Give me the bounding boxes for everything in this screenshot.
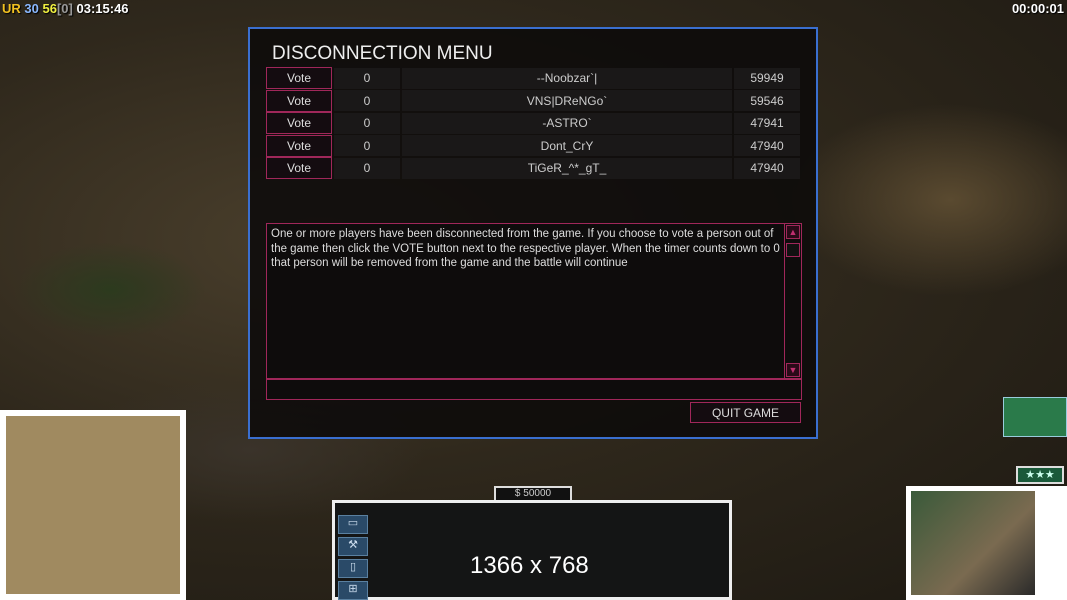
vote-button[interactable]: Vote	[266, 112, 332, 135]
command-bar: ▭ ⚒ ▯ ⊞	[332, 500, 732, 600]
options-icon[interactable]: ▭	[338, 515, 368, 534]
table-row: Vote 0 -ASTRO` 47941	[266, 112, 802, 135]
repair-icon[interactable]: ⚒	[338, 537, 368, 556]
game-time: 03:15:46	[76, 1, 129, 16]
vote-count: 0	[334, 90, 400, 112]
scrollbar[interactable]: ▲ ▼	[784, 224, 801, 378]
general-rank-stars[interactable]: ★★★	[1016, 466, 1064, 484]
message-box: One or more players have been disconnect…	[266, 223, 802, 379]
player-ping: 59546	[734, 90, 800, 112]
quit-game-button[interactable]: QUIT GAME	[690, 402, 801, 423]
player-ping: 47941	[734, 112, 800, 134]
vote-count: 0	[334, 157, 400, 179]
player-list: Vote 0 --Noobzar`| 59949 Vote 0 VNS|DReNGo` 59…	[266, 67, 802, 180]
table-row: Vote 0 Dont_CrY 47940	[266, 134, 802, 158]
scroll-thumb[interactable]	[786, 243, 800, 257]
table-row: Vote 0 VNS|DReNGo` 59546	[266, 89, 802, 113]
info-icon[interactable]: ▯	[338, 559, 368, 578]
disconnection-dialog: DISCONNECTION MENU Vote 0 --Noobzar`| 59949…	[248, 27, 818, 439]
player-name: Dont_CrY	[402, 135, 732, 157]
table-row: Vote 0 TiGeR_^*_gT_ 47940	[266, 157, 802, 180]
superweapon-icon[interactable]	[1003, 397, 1067, 437]
vote-button[interactable]: Vote	[266, 89, 332, 112]
chat-input[interactable]	[266, 379, 802, 400]
player-name: -ASTRO`	[402, 112, 732, 134]
player-tag: UR	[2, 1, 21, 16]
player-ping: 47940	[734, 157, 800, 179]
general-portrait	[906, 486, 1067, 600]
player-name: TiGeR_^*_gT_	[402, 157, 732, 179]
scroll-down-icon[interactable]: ▼	[786, 363, 800, 377]
player-name: --Noobzar`|	[402, 67, 732, 89]
timer: 00:00:01	[1011, 1, 1064, 16]
dialog-title: DISCONNECTION MENU	[272, 43, 493, 64]
message-text: One or more players have been disconnect…	[271, 228, 780, 269]
player-ping: 47940	[734, 135, 800, 157]
player-name: VNS|DReNGo`	[402, 90, 732, 112]
vote-count: 0	[334, 67, 400, 89]
stat-b: 56	[42, 1, 57, 16]
stat-c: [0]	[56, 1, 73, 16]
hud-stats: UR 30 56[0] 03:15:46	[2, 1, 129, 16]
sell-icon[interactable]: ⊞	[338, 581, 368, 600]
player-ping: 59949	[734, 67, 800, 89]
minimap[interactable]	[0, 410, 186, 600]
scroll-up-icon[interactable]: ▲	[786, 225, 800, 239]
vote-button[interactable]: Vote	[266, 157, 332, 180]
vote-button[interactable]: Vote	[266, 67, 332, 90]
resolution-overlay: 1366 x 768	[470, 552, 589, 579]
vote-button[interactable]: Vote	[266, 134, 332, 157]
stat-a: 30	[24, 1, 39, 16]
vote-count: 0	[334, 112, 400, 134]
table-row: Vote 0 --Noobzar`| 59949	[266, 67, 802, 90]
vote-count: 0	[334, 135, 400, 157]
